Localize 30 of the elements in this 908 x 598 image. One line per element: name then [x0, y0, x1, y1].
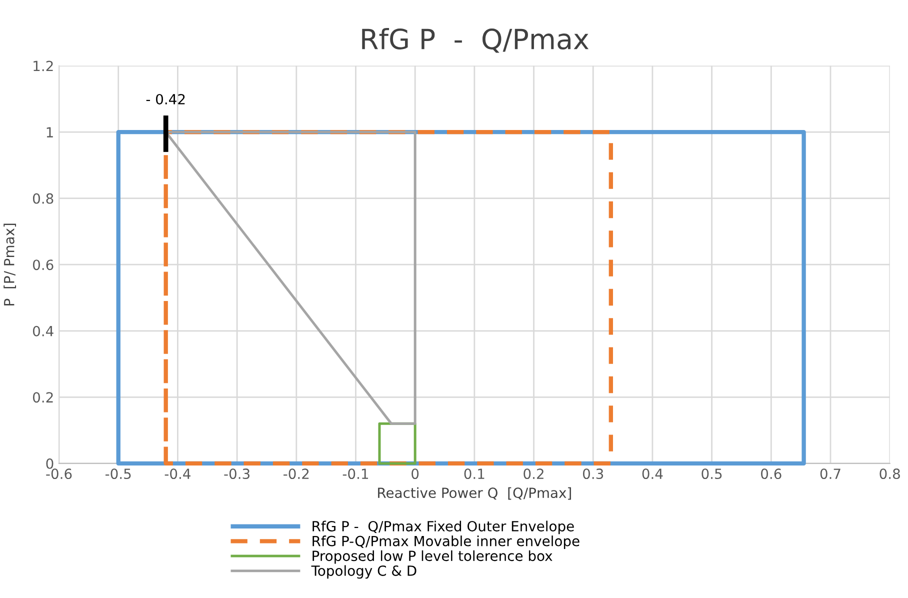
- x-tick-label: 0: [412, 468, 419, 480]
- y-tick-label: 0.2: [32, 392, 53, 403]
- x-tick-label: -0.6: [46, 468, 72, 480]
- x-tick-label: 0.2: [524, 468, 544, 480]
- y-tick-label: 0.4: [32, 326, 54, 336]
- x-tick-label: 0.5: [702, 468, 722, 480]
- x-tick-label: -0.1: [342, 468, 368, 480]
- x-tick-label: 0.8: [880, 468, 900, 480]
- y-tick-label: 0.8: [32, 193, 54, 204]
- y-tick-label: 1: [46, 127, 53, 138]
- x-tick-label: -0.5: [105, 468, 131, 480]
- x-axis-title: Reactive Power Q [Q/Pmax]: [378, 487, 571, 500]
- x-tick-label: -0.2: [284, 468, 309, 480]
- x-tick-label: -0.3: [224, 468, 250, 480]
- legend-label: Topology C & D: [311, 565, 416, 579]
- legend-label: Proposed low P level tolerence box: [312, 550, 552, 564]
- x-tick-label: 0.1: [464, 468, 484, 480]
- x-tick-label: 0.6: [761, 468, 782, 480]
- chart-title: RfG P - Q/Pmax: [362, 28, 589, 53]
- x-tick-label: 0.3: [582, 468, 604, 480]
- x-tick-label: 0.4: [642, 468, 663, 480]
- y-tick-label: 1.2: [34, 60, 53, 72]
- x-tick-label: 0.7: [820, 468, 840, 480]
- annotation: - 0.42: [146, 94, 185, 104]
- legend-label: RfG P-Q/Pmax Movable inner envelope: [312, 536, 580, 549]
- legend-label: RfG P - Q/Pmax Fixed Outer Envelope: [312, 520, 574, 534]
- y-tick-label: 0.6: [32, 260, 54, 270]
- x-tick-label: -0.4: [164, 468, 190, 480]
- y-axis-title: P [P/ Pmax]: [4, 224, 16, 306]
- y-tick-label: 0: [46, 458, 54, 469]
